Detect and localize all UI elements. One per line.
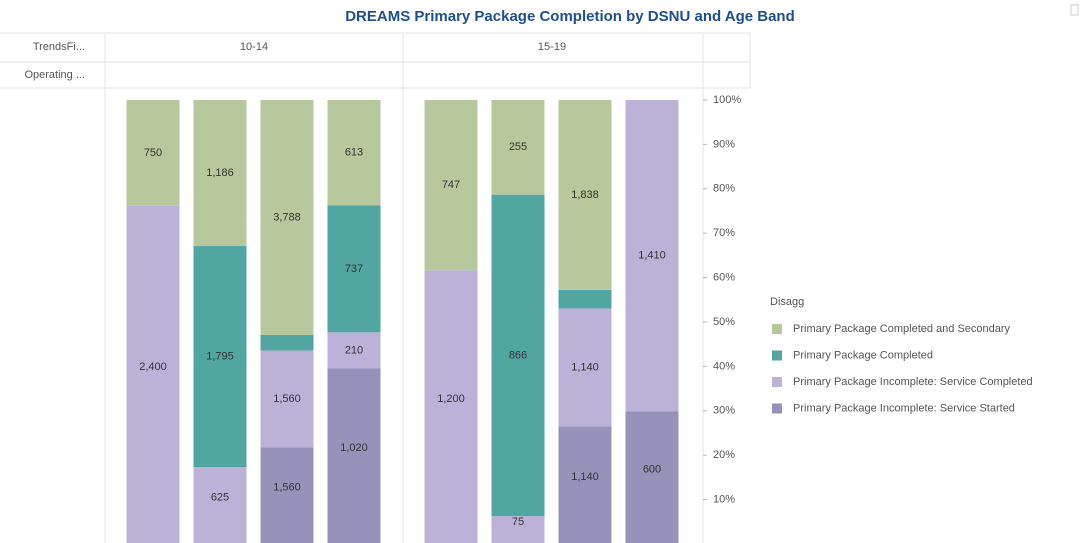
bar-segment	[327, 205, 381, 333]
data-label: 1,020	[340, 442, 368, 454]
bar-segment	[491, 516, 545, 543]
data-label: 750	[144, 147, 162, 159]
bar-segment	[327, 100, 381, 206]
legend-swatch	[772, 377, 782, 387]
bar-segment	[558, 289, 612, 309]
legend-label: Primary Package Incomplete: Service Comp…	[793, 376, 1033, 388]
y-tick-label: 60%	[713, 272, 735, 284]
data-label: 2,400	[139, 361, 167, 373]
chart-title: DREAMS Primary Package Completion by DSN…	[345, 8, 795, 25]
data-label: 1,140	[571, 361, 599, 373]
data-label: 625	[211, 491, 229, 503]
bar-segment	[260, 350, 314, 448]
y-tick-label: 10%	[713, 494, 735, 506]
legend-label: Primary Package Completed	[793, 349, 933, 361]
bar-segment	[625, 411, 679, 543]
bar-segment	[260, 447, 314, 543]
group-header: 15-19	[538, 41, 566, 53]
bar-segment	[327, 332, 381, 369]
bar-segment	[260, 100, 314, 335]
bar-segment	[491, 194, 545, 517]
data-label: 1,140	[571, 471, 599, 483]
legend-title: Disagg	[770, 296, 804, 308]
y-tick-label: 20%	[713, 449, 735, 461]
data-label: 1,200	[437, 393, 465, 405]
bar-segment	[424, 100, 478, 271]
bar-segment	[625, 100, 679, 412]
data-label: 747	[442, 179, 460, 191]
data-label: 600	[643, 464, 661, 476]
y-tick-label: 40%	[713, 360, 735, 372]
group-header: 10-14	[240, 41, 268, 53]
y-tick-label: 30%	[713, 405, 735, 417]
data-label: 1,186	[206, 167, 234, 179]
data-label: 210	[345, 344, 363, 356]
y-tick-label: 80%	[713, 183, 735, 195]
data-label: 75	[512, 516, 524, 528]
legend-label: Primary Package Incomplete: Service Star…	[793, 402, 1015, 414]
data-label: 613	[345, 147, 363, 159]
y-tick-label: 70%	[713, 227, 735, 239]
bar-segment	[193, 100, 247, 247]
data-label: 1,560	[273, 482, 301, 494]
bar-segment	[327, 368, 381, 543]
legend-swatch	[772, 324, 782, 334]
data-label: 3,788	[273, 211, 301, 223]
row-header: Operating ...	[24, 69, 85, 81]
data-label: 1,410	[638, 250, 666, 262]
bar-segment	[260, 334, 314, 351]
data-label: 866	[509, 349, 527, 361]
bar-segment	[193, 246, 247, 468]
y-tick-label: 50%	[713, 316, 735, 328]
bar-segment	[558, 100, 612, 290]
data-label: 1,838	[571, 189, 599, 201]
bar-segment	[558, 308, 612, 427]
bar-segment	[193, 467, 247, 543]
data-label: 1,560	[273, 393, 301, 405]
menu-icon[interactable]	[1070, 4, 1079, 16]
bar-segment	[558, 426, 612, 543]
legend-swatch	[772, 350, 782, 361]
legend-label: Primary Package Completed and Secondary	[793, 323, 1011, 335]
bar-segment	[491, 100, 545, 195]
bar-segment	[126, 205, 180, 543]
data-label: 1,795	[206, 350, 234, 362]
y-tick-label: 90%	[713, 138, 735, 150]
row-header: TrendsFi...	[33, 41, 85, 53]
data-label: 255	[509, 141, 527, 153]
bar-segment	[126, 100, 180, 206]
data-label: 737	[345, 263, 363, 275]
legend-swatch	[772, 403, 782, 414]
bar-segment	[424, 270, 478, 543]
y-tick-label: 100%	[713, 94, 741, 106]
